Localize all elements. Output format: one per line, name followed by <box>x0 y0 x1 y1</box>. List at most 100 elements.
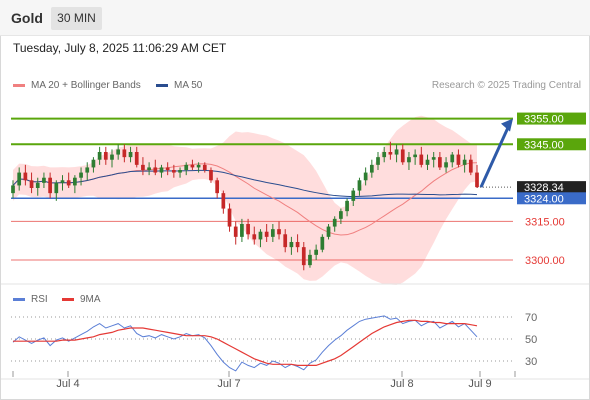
candle-body <box>438 157 442 168</box>
candle-body <box>73 177 77 186</box>
level-tag-last <box>517 181 586 194</box>
rsi-line <box>12 315 478 372</box>
candle-body <box>184 164 189 170</box>
level-label-support: 3300.00 <box>525 255 565 267</box>
candle-body <box>35 182 40 188</box>
candle-body <box>382 152 387 158</box>
candle-body <box>153 167 158 173</box>
level-label-pivot: 3324.00 <box>524 193 564 205</box>
rsi-tick-label: 70 <box>525 312 537 324</box>
candle-body <box>233 226 238 237</box>
candle-body <box>425 159 430 165</box>
candle-body <box>227 208 232 227</box>
candle-body <box>110 154 114 160</box>
candle-body <box>60 180 65 183</box>
candle-body <box>159 167 164 173</box>
candle-body <box>209 170 213 181</box>
candle-body <box>444 162 448 168</box>
candle-body <box>11 185 15 194</box>
candle-body <box>314 249 319 255</box>
candle-body <box>400 149 405 163</box>
rsi-swatch <box>13 297 25 301</box>
candle-body <box>66 180 71 186</box>
candle-body <box>413 154 417 158</box>
candle-body <box>215 180 220 194</box>
candle-body <box>85 167 90 173</box>
x-tick-label: Jul 8 <box>390 378 413 390</box>
candle-body <box>17 172 22 186</box>
ma9-swatch <box>62 297 74 301</box>
candle-body <box>48 177 52 194</box>
candle-body <box>116 149 121 155</box>
candle-body <box>178 170 182 173</box>
candle-body <box>283 234 288 248</box>
level-tag-pivot <box>517 192 586 205</box>
candle-body <box>308 254 312 266</box>
level-label-support: 3315.00 <box>525 216 565 228</box>
level-label-last: 3328.34 <box>524 182 564 194</box>
candle-body <box>141 164 145 170</box>
candle-body <box>407 157 411 163</box>
rsi-tick-label: 50 <box>525 334 537 346</box>
candle-body <box>357 180 362 191</box>
legend-ma50-label: MA 50 <box>174 80 203 91</box>
candle-body <box>190 164 195 168</box>
candle-body <box>462 159 467 165</box>
candle-body <box>475 172 479 188</box>
level-tag-resistance <box>517 138 586 151</box>
instrument-title: Gold <box>11 10 43 26</box>
candle-body <box>103 152 108 160</box>
legend-ma50: MA 50 <box>156 80 202 91</box>
rsi-ma-line <box>13 319 478 366</box>
candle-body <box>264 231 269 237</box>
candle-body <box>171 170 176 173</box>
candle-body <box>419 154 424 165</box>
candle-body <box>345 200 349 212</box>
candle-body <box>97 152 102 160</box>
candle-body <box>289 242 294 248</box>
candle-body <box>221 193 226 209</box>
candle-body <box>128 152 133 158</box>
candle-body <box>29 180 34 188</box>
candle-body <box>122 149 127 158</box>
rsi-tick-label: 30 <box>525 356 537 368</box>
candle-body <box>369 164 374 173</box>
legend-rsi: RSI <box>13 294 48 305</box>
candle-body <box>277 229 281 235</box>
candle-body <box>320 236 325 250</box>
candle-body <box>339 211 343 219</box>
candle-body <box>165 167 170 170</box>
x-tick-label: Jul 4 <box>56 378 79 390</box>
candle-body <box>456 154 461 165</box>
candle-body <box>196 164 201 168</box>
candle-body <box>246 224 250 235</box>
candle-body <box>42 177 46 183</box>
candle-body <box>91 159 96 168</box>
ma50-line <box>12 169 478 198</box>
candle-body <box>326 226 331 237</box>
candle-body <box>79 172 83 178</box>
legend-rsi-label: RSI <box>31 294 48 305</box>
x-tick-label: Jul 7 <box>217 378 240 390</box>
candle-body <box>23 172 28 181</box>
candle-body <box>252 234 257 240</box>
candle-body <box>134 152 139 165</box>
candle-body <box>388 152 393 155</box>
candle-body <box>147 167 151 170</box>
forecast-arrow-shaft <box>479 126 510 188</box>
candle-body <box>351 190 356 201</box>
candle-body <box>270 229 275 237</box>
level-tag-resistance <box>517 112 586 125</box>
candle-body <box>240 224 244 237</box>
x-tick-label: Jul 9 <box>468 378 491 390</box>
forecast-arrow-head <box>501 118 513 132</box>
timeframe-badge[interactable]: 30 MIN <box>51 7 102 30</box>
candle-body <box>54 182 59 194</box>
candle-body <box>295 242 300 248</box>
candle-body <box>363 172 368 181</box>
candle-body <box>468 159 473 173</box>
timestamp: Tuesday, July 8, 2025 11:06:29 AM CET <box>13 41 227 55</box>
candle-body <box>450 154 455 163</box>
legend-ma9-label: 9MA <box>80 294 101 305</box>
